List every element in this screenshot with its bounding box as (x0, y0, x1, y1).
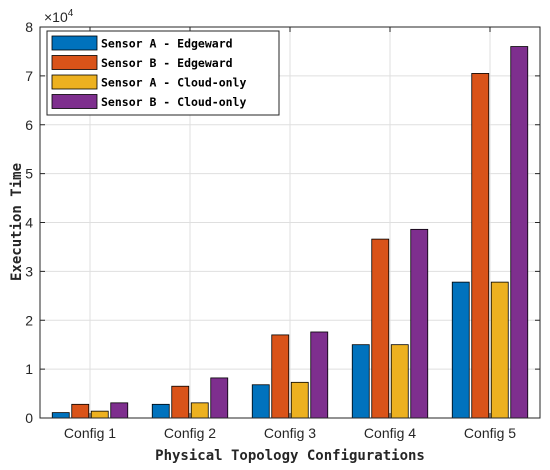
bar (451, 281, 470, 419)
bar (90, 410, 109, 419)
bars (51, 46, 529, 419)
y-axis-multiplier: ×104 (44, 8, 74, 25)
legend-label: Sensor B - Cloud-only (101, 95, 246, 109)
legend-swatch (51, 74, 98, 90)
x-tick-label: Config 5 (464, 425, 516, 441)
bar (310, 331, 329, 419)
x-axis-title: Physical Topology Configurations (155, 448, 425, 464)
bar (371, 238, 390, 419)
y-tick-label: 0 (25, 410, 33, 426)
bar (151, 403, 170, 419)
y-tick-label: 4 (25, 215, 33, 231)
legend-swatch (51, 35, 98, 51)
y-axis-title: Execution Time (9, 163, 25, 281)
bar (251, 384, 270, 419)
bar (471, 73, 490, 419)
x-tick-label: Config 3 (264, 425, 316, 441)
bar (190, 402, 209, 419)
bar (290, 381, 309, 419)
legend-label: Sensor A - Edgeward (101, 37, 233, 51)
bar (110, 402, 129, 419)
y-tick-label: 3 (25, 263, 33, 279)
bar (410, 228, 429, 419)
y-tick-label: 6 (25, 117, 33, 133)
bar (271, 334, 290, 419)
bar (490, 281, 509, 419)
bar (171, 385, 190, 419)
y-tick-label: 5 (25, 166, 33, 182)
x-tick-label: Config 4 (364, 425, 416, 441)
y-tick-label: 7 (25, 68, 33, 84)
bar (210, 377, 229, 419)
legend-swatch (51, 55, 98, 70)
bar (510, 46, 529, 419)
bar (51, 412, 70, 419)
y-tick-label: 2 (25, 312, 33, 328)
legend-label: Sensor B - Edgeward (101, 56, 233, 70)
legend: Sensor A - Edgeward Sensor B - Edgeward Se… (46, 30, 280, 116)
x-tick-label: Config 1 (64, 425, 116, 441)
y-tick-label: 1 (25, 361, 33, 377)
legend-label: Sensor A - Cloud-only (101, 76, 246, 90)
bar (390, 344, 409, 419)
y-tick-label: 8 (25, 19, 33, 35)
legend-swatch (51, 94, 98, 109)
bar (71, 403, 90, 419)
x-tick-label: Config 2 (164, 425, 216, 441)
axis-ticks: 0 1 2 3 4 5 6 7 8 Config 1 Config 2 Config 3 Config … (25, 19, 540, 441)
bar (351, 344, 370, 419)
